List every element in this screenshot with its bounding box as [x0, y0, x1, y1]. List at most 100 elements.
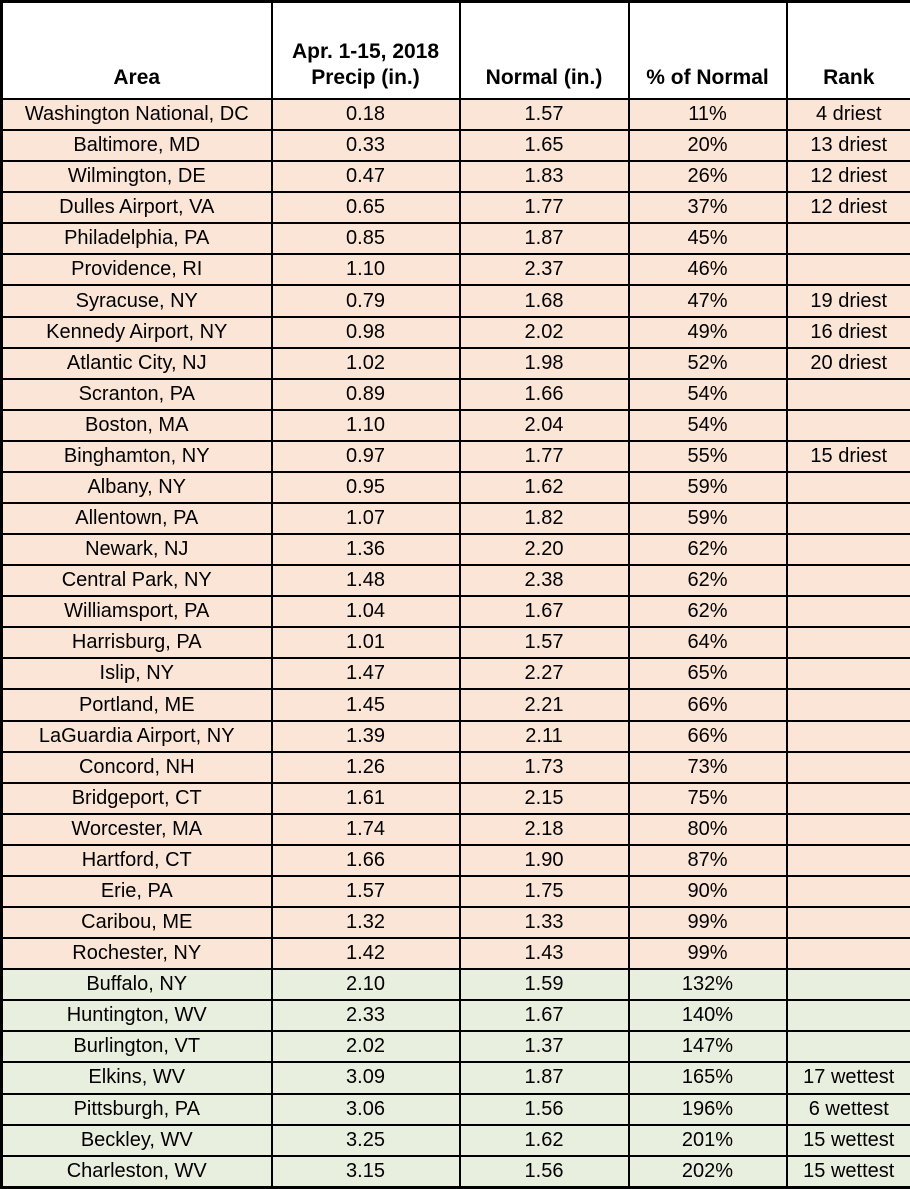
cell-pct: 47% — [627, 284, 788, 318]
cell-pct: 52% — [627, 346, 788, 380]
cell-rank — [785, 843, 910, 877]
cell-normal: 1.87 — [458, 222, 630, 256]
table-row: Kennedy Airport, NY 0.98 2.02 49% 16 driest — [0, 315, 910, 349]
cell-normal: 2.37 — [458, 253, 630, 287]
cell-rank: 6 wettest — [785, 1092, 910, 1126]
cell-area: Dulles Airport, VA — [0, 191, 273, 225]
cell-area: Williamsport, PA — [0, 595, 273, 629]
cell-precip: 0.97 — [270, 439, 461, 473]
cell-rank: 13 driest — [785, 129, 910, 163]
column-header-area: Area — [0, 0, 273, 100]
cell-precip: 1.45 — [270, 688, 461, 722]
cell-precip: 2.02 — [270, 1030, 461, 1064]
table-row: Worcester, MA 1.74 2.18 80% — [0, 812, 910, 846]
cell-precip: 1.01 — [270, 626, 461, 660]
cell-pct: 54% — [627, 377, 788, 411]
cell-pct: 75% — [627, 781, 788, 815]
cell-normal: 1.98 — [458, 346, 630, 380]
table-row: Dulles Airport, VA 0.65 1.77 37% 12 driest — [0, 191, 910, 225]
cell-precip: 1.42 — [270, 937, 461, 971]
cell-area: Harrisburg, PA — [0, 626, 273, 660]
cell-pct: 64% — [627, 626, 788, 660]
cell-area: Caribou, ME — [0, 906, 273, 940]
table-row: Caribou, ME 1.32 1.33 99% — [0, 906, 910, 940]
cell-precip: 1.39 — [270, 719, 461, 753]
cell-pct: 45% — [627, 222, 788, 256]
cell-rank: 15 wettest — [785, 1123, 910, 1157]
cell-rank: 16 driest — [785, 315, 910, 349]
cell-normal: 2.15 — [458, 781, 630, 815]
table-row: Pittsburgh, PA 3.06 1.56 196% 6 wettest — [0, 1092, 910, 1126]
cell-area: Atlantic City, NJ — [0, 346, 273, 380]
cell-precip: 0.47 — [270, 160, 461, 194]
cell-normal: 2.20 — [458, 533, 630, 567]
table-row: Syracuse, NY 0.79 1.68 47% 19 driest — [0, 284, 910, 318]
cell-area: Wilmington, DE — [0, 160, 273, 194]
cell-rank: 12 driest — [785, 160, 910, 194]
cell-rank: 15 wettest — [785, 1154, 910, 1189]
table-row: Scranton, PA 0.89 1.66 54% — [0, 377, 910, 411]
cell-normal: 1.67 — [458, 999, 630, 1033]
cell-normal: 1.59 — [458, 968, 630, 1002]
cell-area: Providence, RI — [0, 253, 273, 287]
cell-precip: 0.98 — [270, 315, 461, 349]
cell-normal: 1.56 — [458, 1092, 630, 1126]
cell-rank — [785, 906, 910, 940]
cell-pct: 90% — [627, 874, 788, 909]
cell-pct: 66% — [627, 719, 788, 753]
cell-precip: 1.36 — [270, 533, 461, 567]
cell-pct: 59% — [627, 502, 788, 536]
table-row: Huntington, WV 2.33 1.67 140% — [0, 999, 910, 1033]
cell-rank — [785, 812, 910, 846]
cell-normal: 1.75 — [458, 874, 630, 909]
cell-rank: 17 wettest — [785, 1061, 910, 1095]
cell-area: Elkins, WV — [0, 1061, 273, 1095]
cell-normal: 1.62 — [458, 470, 630, 505]
column-header-precip: Apr. 1-15, 2018 Precip (in.) — [270, 0, 461, 100]
table-row: Allentown, PA 1.07 1.82 59% — [0, 502, 910, 536]
cell-normal: 1.66 — [458, 377, 630, 411]
cell-pct: 196% — [627, 1092, 788, 1126]
cell-normal: 2.11 — [458, 719, 630, 753]
cell-pct: 165% — [627, 1061, 788, 1095]
cell-pct: 59% — [627, 470, 788, 505]
cell-precip: 1.57 — [270, 874, 461, 909]
cell-precip: 1.04 — [270, 595, 461, 629]
table-row: Newark, NJ 1.36 2.20 62% — [0, 533, 910, 567]
cell-precip: 0.33 — [270, 129, 461, 163]
table-row: Bridgeport, CT 1.61 2.15 75% — [0, 781, 910, 815]
table-row: Atlantic City, NJ 1.02 1.98 52% 20 driest — [0, 346, 910, 380]
table-row: Beckley, WV 3.25 1.62 201% 15 wettest — [0, 1123, 910, 1157]
cell-normal: 1.37 — [458, 1030, 630, 1064]
cell-area: Albany, NY — [0, 470, 273, 505]
cell-precip: 2.33 — [270, 999, 461, 1033]
cell-precip: 1.26 — [270, 750, 461, 784]
table-row: Central Park, NY 1.48 2.38 62% — [0, 564, 910, 598]
cell-normal: 2.04 — [458, 408, 630, 442]
cell-area: Philadelphia, PA — [0, 222, 273, 256]
cell-precip: 1.10 — [270, 253, 461, 287]
cell-normal: 2.38 — [458, 564, 630, 598]
cell-normal: 2.18 — [458, 812, 630, 846]
cell-area: Portland, ME — [0, 688, 273, 722]
cell-precip: 0.89 — [270, 377, 461, 411]
cell-precip: 0.18 — [270, 97, 461, 132]
cell-area: Central Park, NY — [0, 564, 273, 598]
cell-rank: 12 driest — [785, 191, 910, 225]
cell-pct: 147% — [627, 1030, 788, 1064]
cell-precip: 1.47 — [270, 657, 461, 691]
cell-rank — [785, 222, 910, 256]
cell-normal: 2.02 — [458, 315, 630, 349]
cell-area: Bridgeport, CT — [0, 781, 273, 815]
cell-precip: 3.09 — [270, 1061, 461, 1095]
cell-precip: 3.25 — [270, 1123, 461, 1157]
cell-rank — [785, 1030, 910, 1064]
cell-pct: 55% — [627, 439, 788, 473]
cell-pct: 201% — [627, 1123, 788, 1157]
cell-normal: 1.56 — [458, 1154, 630, 1189]
cell-area: LaGuardia Airport, NY — [0, 719, 273, 753]
cell-rank — [785, 377, 910, 411]
table-row: Hartford, CT 1.66 1.90 87% — [0, 843, 910, 877]
table-row: Binghamton, NY 0.97 1.77 55% 15 driest — [0, 439, 910, 473]
